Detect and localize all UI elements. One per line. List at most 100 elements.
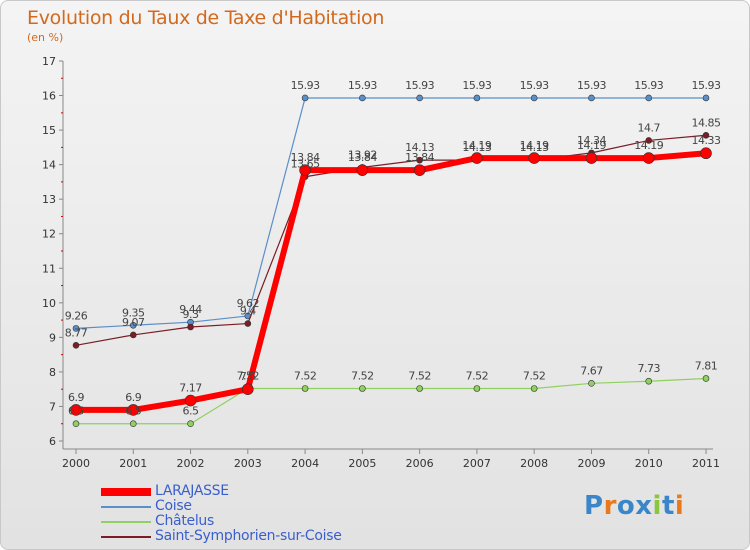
data-point-LARAJASSE	[70, 404, 82, 416]
data-point-Saint-Symphorien-sur-Coise	[702, 131, 710, 139]
data-label-Saint-Symphorien-sur-Coise: 14.7	[637, 121, 660, 134]
legend-label: LARAJASSE	[155, 483, 229, 499]
y-tick-label: 9	[49, 331, 56, 344]
legend-swatch	[101, 488, 151, 496]
legend-swatch	[101, 536, 151, 538]
data-point-LARAJASSE	[356, 164, 369, 176]
data-label-Saint-Symphorien-sur-Coise: 14.13	[462, 141, 491, 154]
series-line-Châtelus	[75, 377, 707, 425]
data-point-Coise	[129, 321, 137, 329]
x-tick-label: 2003	[234, 457, 262, 470]
data-label-Châtelus: 6.5	[125, 405, 141, 418]
data-point-Saint-Symphorien-sur-Coise	[416, 156, 423, 164]
data-label-Châtelus: 7.52	[523, 369, 546, 382]
data-point-Coise	[473, 94, 481, 102]
data-label-LARAJASSE: 14.33	[692, 134, 721, 147]
logo-letter: t	[661, 491, 675, 521]
series-line-Coise	[75, 97, 707, 329]
data-label-Coise: 15.93	[577, 79, 606, 92]
y-tick-label: 10	[42, 297, 56, 310]
data-label-Châtelus: 7.81	[695, 359, 718, 372]
data-label-Saint-Symphorien-sur-Coise: 9.3	[183, 308, 199, 321]
data-label-LARAJASSE: 13.84	[348, 151, 377, 164]
data-label-Coise: 15.93	[692, 79, 721, 92]
data-label-Coise: 15.93	[520, 79, 549, 92]
data-point-LARAJASSE	[299, 164, 311, 176]
legend-swatch	[101, 506, 151, 508]
data-point-Châtelus	[530, 385, 538, 392]
data-label-Saint-Symphorien-sur-Coise: 9.4	[240, 305, 256, 318]
data-label-Châtelus: 6.5	[183, 405, 199, 418]
data-point-Coise	[301, 94, 309, 102]
proxiti-logo: Proxiti	[584, 491, 684, 521]
logo-letter: i	[652, 491, 662, 521]
data-label-LARAJASSE: 6.9	[68, 391, 84, 404]
data-label-LARAJASSE: 13.84	[405, 151, 434, 164]
data-point-LARAJASSE	[242, 383, 254, 395]
data-label-LARAJASSE: 14.19	[520, 139, 549, 152]
data-point-LARAJASSE	[585, 152, 598, 164]
data-label-Saint-Symphorien-sur-Coise: 8.77	[65, 326, 88, 339]
x-tick-label: 2010	[635, 457, 663, 470]
data-label-LARAJASSE: 7.17	[179, 382, 202, 395]
data-label-Coise: 9.44	[179, 303, 202, 316]
y-tick-label: 13	[42, 193, 56, 206]
y-tick-label: 17	[42, 55, 56, 68]
data-label-Coise: 15.93	[634, 79, 663, 92]
logo-letter: i	[674, 491, 685, 521]
data-point-LARAJASSE	[528, 152, 540, 164]
logo-letter: o	[616, 491, 636, 521]
y-tick-label: 14	[42, 159, 56, 172]
y-tick-label: 16	[42, 90, 56, 103]
data-label-LARAJASSE: 13.84	[291, 151, 320, 164]
y-tick-label: 6	[49, 435, 56, 448]
data-label-Coise: 9.26	[65, 309, 88, 322]
y-tick-label: 15	[42, 124, 56, 137]
x-tick-label: 2000	[62, 457, 90, 470]
data-label-Châtelus: 6.5	[68, 405, 84, 418]
data-label-Saint-Symphorien-sur-Coise: 14.85	[692, 116, 721, 129]
data-label-LARAJASSE: 14.19	[634, 139, 663, 152]
data-point-Châtelus	[473, 385, 481, 392]
data-point-Coise	[530, 94, 538, 102]
data-point-LARAJASSE	[413, 164, 426, 176]
data-point-Coise	[416, 94, 423, 102]
data-point-Châtelus	[588, 380, 595, 387]
data-point-Saint-Symphorien-sur-Coise	[187, 323, 194, 331]
data-label-LARAJASSE: 14.19	[577, 139, 606, 152]
data-point-Châtelus	[416, 385, 423, 392]
data-label-Saint-Symphorien-sur-Coise: 14.13	[405, 141, 434, 154]
data-label-Saint-Symphorien-sur-Coise: 14.13	[520, 141, 549, 154]
data-point-LARAJASSE	[700, 147, 712, 160]
legend-label: Châtelus	[155, 513, 214, 529]
data-point-Châtelus	[359, 385, 366, 392]
data-label-Châtelus: 7.52	[408, 369, 431, 382]
data-label-LARAJASSE: 6.9	[125, 391, 141, 404]
data-label-Coise: 15.93	[348, 79, 377, 92]
legend-label: Coise	[155, 498, 192, 514]
y-tick-label: 11	[42, 262, 56, 275]
x-tick-label: 2006	[406, 457, 434, 470]
data-label-Saint-Symphorien-sur-Coise: 9.07	[122, 316, 145, 329]
data-point-Coise	[645, 94, 653, 102]
data-point-LARAJASSE	[184, 394, 197, 407]
data-point-Châtelus	[129, 420, 137, 428]
data-point-Saint-Symphorien-sur-Coise	[645, 137, 653, 144]
data-point-Châtelus	[187, 420, 194, 428]
data-label-Saint-Symphorien-sur-Coise: 13.92	[348, 148, 377, 161]
x-tick-label: 2011	[692, 457, 720, 470]
x-tick-label: 2009	[577, 457, 605, 470]
logo-letter: x	[635, 491, 653, 521]
data-label-Coise: 15.93	[405, 79, 434, 92]
logo-letter: P	[584, 491, 604, 521]
data-label-Châtelus: 7.52	[351, 369, 374, 382]
data-label-Châtelus: 7.67	[580, 364, 603, 377]
data-label-Saint-Symphorien-sur-Coise: 13.65	[291, 158, 320, 171]
data-point-Châtelus	[72, 420, 80, 428]
data-point-LARAJASSE	[127, 404, 140, 416]
y-tick-label: 12	[42, 228, 56, 241]
data-point-Saint-Symphorien-sur-Coise	[244, 320, 252, 327]
data-point-Châtelus	[645, 377, 653, 385]
data-label-Châtelus: 7.52	[466, 369, 489, 382]
